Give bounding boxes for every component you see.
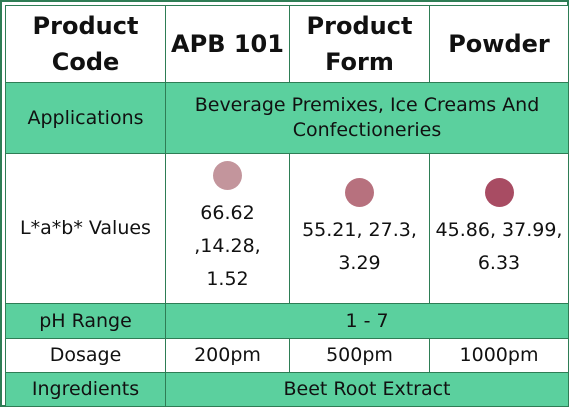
dosage-value-2: 500pm (289, 337, 430, 373)
dosage-label: Dosage (5, 337, 166, 373)
lab-value-2: 55.21, 27.3, 3.29 (302, 218, 417, 274)
dosage-value-1: 200pm (165, 337, 290, 373)
color-swatch-1 (213, 161, 242, 191)
lab-cell-3: 45.86, 37.99, 6.33 (429, 152, 569, 305)
lab-values-label: L*a*b* Values (5, 152, 166, 305)
ingredients-value: Beet Root Extract (165, 371, 569, 408)
lab-values-row: L*a*b* Values 66.62 ,14.28, 1.52 55.21, … (5, 152, 569, 305)
ingredients-label: Ingredients (5, 371, 166, 408)
product-form-value: Powder (429, 4, 569, 84)
lab-value-1: 66.62 ,14.28, 1.52 (194, 202, 261, 291)
header-row: Product Code APB 101 Product Form Powder (5, 4, 569, 84)
lab-value-3: 45.86, 37.99, 6.33 (435, 218, 563, 274)
lab-cell-1: 66.62 ,14.28, 1.52 (165, 152, 290, 305)
product-code-label: Product Code (5, 4, 166, 84)
applications-value: Beverage Premixes, Ice Creams And Confec… (165, 82, 569, 154)
ingredients-row: Ingredients Beet Root Extract (5, 371, 569, 408)
ph-range-label: pH Range (5, 303, 166, 339)
applications-label: Applications (5, 82, 166, 154)
dosage-row: Dosage 200pm 500pm 1000pm (5, 337, 569, 373)
color-swatch-3 (484, 177, 514, 207)
applications-row: Applications Beverage Premixes, Ice Crea… (5, 82, 569, 154)
lab-cell-2: 55.21, 27.3, 3.29 (289, 152, 430, 305)
ph-range-value: 1 - 7 (165, 303, 569, 339)
product-code-value: APB 101 (165, 4, 290, 84)
dosage-value-3: 1000pm (429, 337, 569, 373)
ph-range-row: pH Range 1 - 7 (5, 303, 569, 339)
product-spec-table: Product Code APB 101 Product Form Powder… (5, 4, 569, 408)
color-swatch-2 (345, 177, 374, 207)
product-form-label: Product Form (289, 4, 430, 84)
